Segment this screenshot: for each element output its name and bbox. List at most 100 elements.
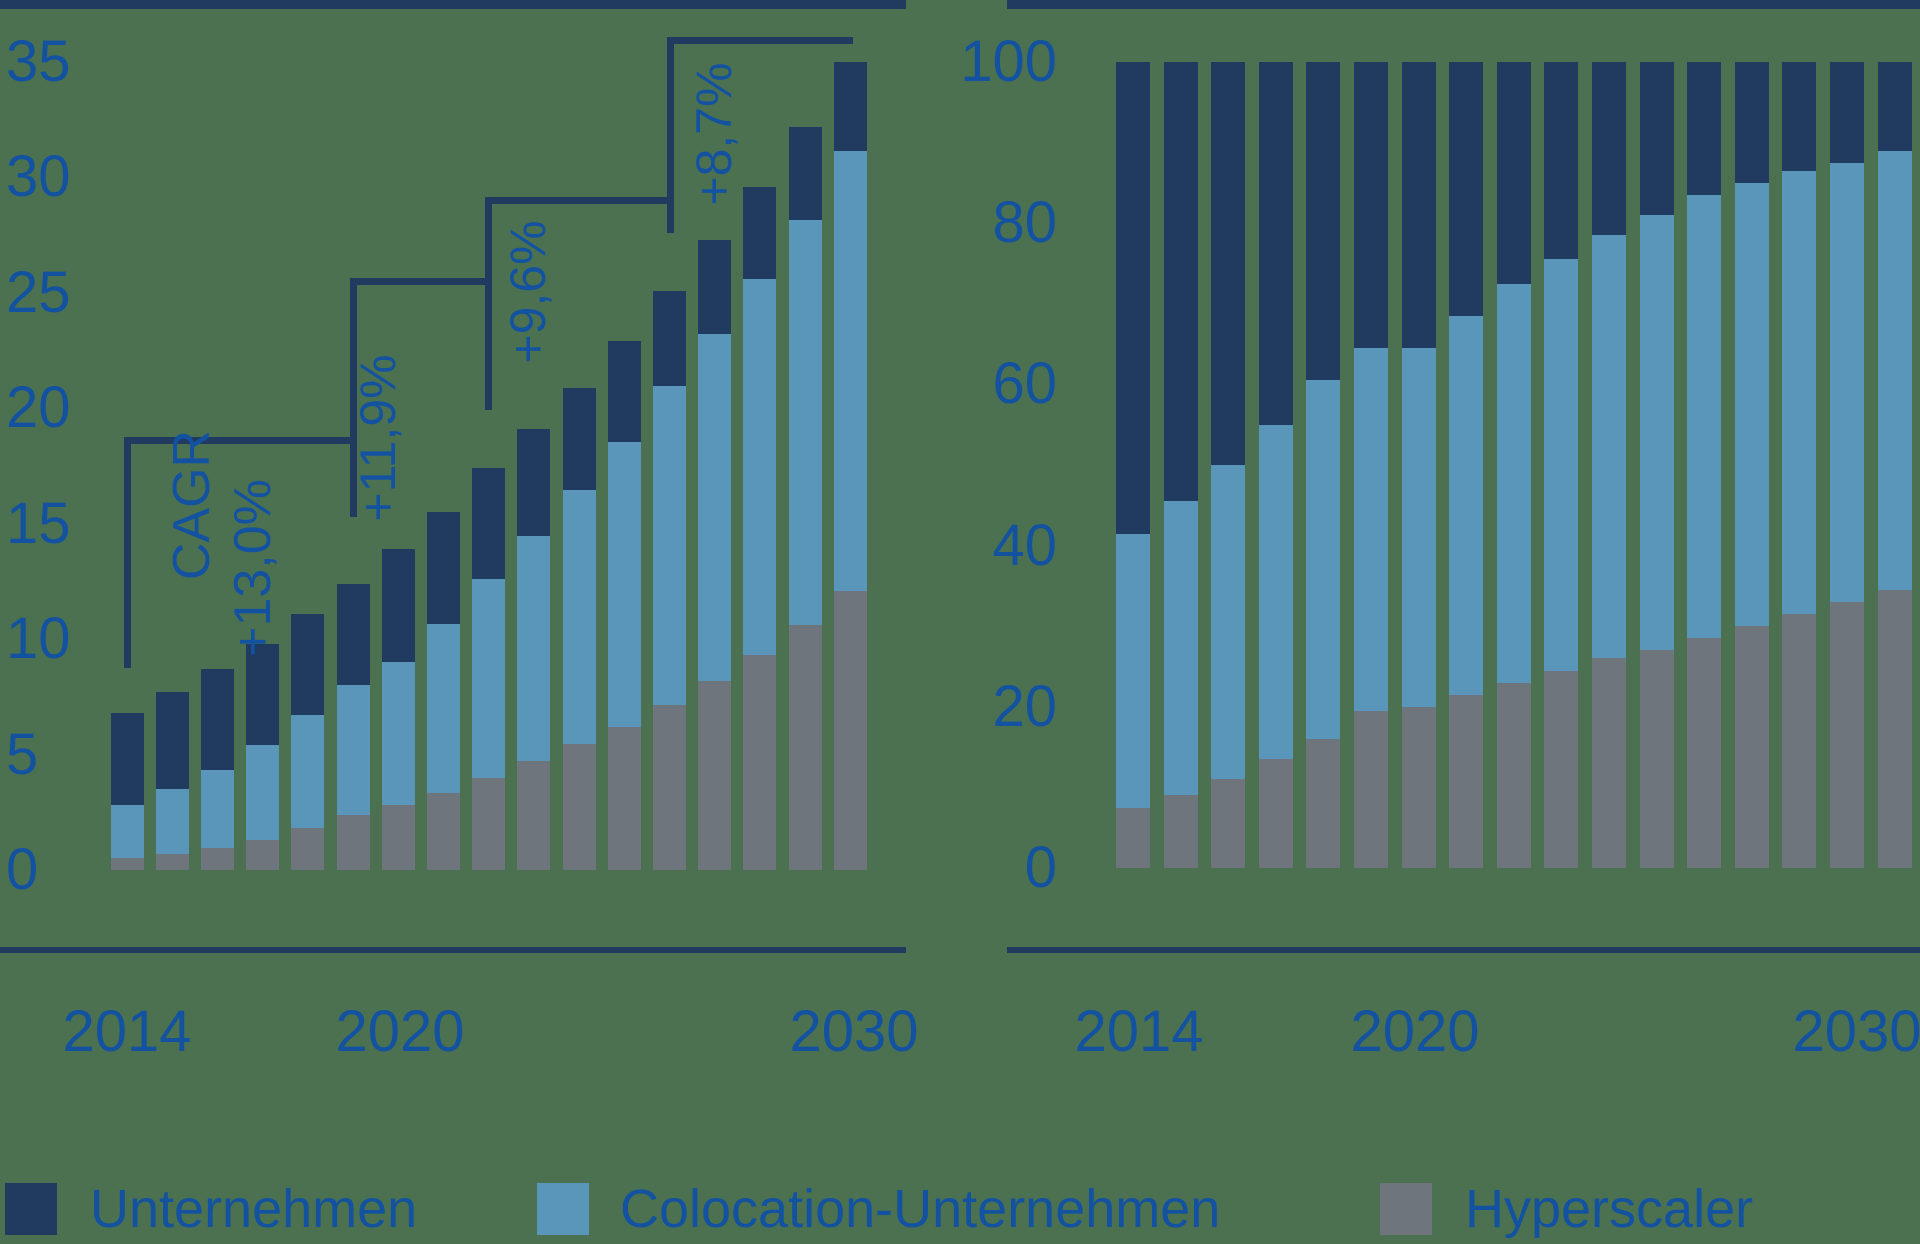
bar-segment-unternehmen-2017: [246, 643, 280, 746]
bar-segment-hyperscaler-2018: [1306, 739, 1341, 868]
y-tick-label-share-percent-80: 80: [992, 190, 1057, 256]
bar-segment-colocation-unternehmen-2021: [1449, 315, 1484, 695]
bar-segment-colocation-unternehmen-2014: [110, 805, 144, 859]
unternehmen-swatch-icon: [5, 1183, 57, 1235]
bar-segment-unternehmen-2020: [1401, 62, 1436, 349]
y-tick-label-absolute-15: 15: [6, 490, 71, 556]
bar-segment-unternehmen-2027: [1734, 62, 1769, 183]
bar-segment-hyperscaler-2023: [517, 761, 551, 870]
legend-label-unternehmen: Unternehmen: [90, 1179, 418, 1239]
bar-segment-colocation-unternehmen-2017: [1258, 424, 1293, 760]
top-border-right-panel: [1007, 0, 1920, 9]
y-tick-label-share-percent-0: 0: [1024, 835, 1057, 900]
bar-segment-colocation-unternehmen-2028: [743, 279, 777, 656]
bar-segment-hyperscaler-2022: [1496, 682, 1531, 868]
bar-segment-colocation-unternehmen-2027: [1734, 182, 1769, 627]
bar-segment-hyperscaler-2027: [1734, 626, 1769, 868]
bar-segment-colocation-unternehmen-2021: [426, 624, 460, 793]
bar-segment-unternehmen-2021: [1449, 62, 1484, 316]
y-tick-label-share-percent-60: 60: [992, 351, 1057, 417]
bar-segment-hyperscaler-2014: [110, 858, 144, 870]
colocation-swatch-icon: [537, 1183, 589, 1235]
bar-segment-hyperscaler-2026: [652, 704, 686, 870]
cagr-bracket-4-hline: [667, 37, 853, 44]
bar-segment-colocation-unternehmen-2016: [1211, 465, 1246, 780]
bar-segment-colocation-unternehmen-2015: [155, 789, 189, 854]
bar-segment-unternehmen-2024: [562, 387, 596, 491]
bar-segment-colocation-unternehmen-2027: [698, 334, 732, 681]
bar-segment-unternehmen-2029: [788, 126, 822, 221]
bar-segment-hyperscaler-2022: [472, 777, 506, 870]
y-tick-label-share-percent-40: 40: [992, 512, 1057, 578]
x-tick-label-share-percent-2020: 2020: [1350, 999, 1480, 1064]
bar-segment-unternehmen-2023: [517, 429, 551, 537]
cagr-junction-2022: [485, 197, 492, 410]
bar-segment-hyperscaler-2029: [788, 625, 822, 870]
bar-segment-unternehmen-2029: [1830, 62, 1864, 163]
y-tick-label-absolute-20: 20: [6, 375, 71, 441]
bar-segment-colocation-unternehmen-2020: [381, 662, 415, 806]
bar-segment-unternehmen-2017: [1258, 62, 1293, 425]
x-tick-label-absolute-2030: 2030: [789, 999, 919, 1064]
legend-label-colocation: Colocation-Unternehmen: [620, 1179, 1221, 1239]
cagr-junction-2019: [350, 278, 357, 517]
cagr-rate-label-3: +9,6%: [500, 220, 556, 364]
bar-segment-unternehmen-2016: [1211, 62, 1246, 465]
bar-segment-unternehmen-2015: [155, 692, 189, 790]
bar-segment-colocation-unternehmen-2029: [788, 220, 822, 626]
x-tick-label-share-percent-2030: 2030: [1792, 999, 1920, 1064]
bar-segment-unternehmen-2025: [607, 341, 641, 442]
y-tick-label-absolute-10: 10: [6, 606, 71, 672]
bar-segment-unternehmen-2014: [1116, 62, 1150, 534]
bar-segment-hyperscaler-2019: [336, 814, 370, 870]
bar-segment-unternehmen-2026: [652, 290, 686, 387]
bar-segment-hyperscaler-2026: [1687, 638, 1722, 868]
legend-item-hyperscaler: Hyperscaler: [1380, 1182, 1753, 1236]
cagr-bracket-1-left-cap: [124, 437, 131, 668]
bar-segment-unternehmen-2024: [1592, 62, 1626, 236]
bar-segment-hyperscaler-2024: [1592, 658, 1626, 868]
bar-segment-colocation-unternehmen-2025: [607, 441, 641, 727]
bar-segment-unternehmen-2020: [381, 549, 415, 663]
bar-segment-hyperscaler-2029: [1830, 602, 1864, 868]
bar-segment-hyperscaler-2028: [743, 655, 777, 870]
bar-segment-colocation-unternehmen-2019: [1354, 348, 1388, 711]
bar-segment-colocation-unternehmen-2030: [833, 150, 867, 591]
bar-segment-colocation-unternehmen-2025: [1639, 215, 1674, 651]
bar-segment-colocation-unternehmen-2029: [1830, 162, 1864, 603]
cagr-bracket-2-hline: [350, 278, 491, 285]
y-tick-label-absolute-5: 5: [6, 721, 39, 787]
bar-segment-colocation-unternehmen-2023: [1544, 259, 1579, 671]
bar-segment-hyperscaler-2023: [1544, 670, 1579, 868]
bar-segment-hyperscaler-2025: [607, 726, 641, 870]
cagr-rate-label-2: +11,9%: [350, 354, 406, 522]
legend-item-unternehmen: Unternehmen: [5, 1182, 417, 1236]
bar-segment-hyperscaler-2024: [562, 744, 596, 870]
bottom-border-left-panel: [0, 947, 906, 953]
cagr-junction-2026: [667, 37, 674, 233]
bar-segment-unternehmen-2021: [426, 512, 460, 625]
bar-segment-colocation-unternehmen-2023: [517, 536, 551, 762]
bar-segment-colocation-unternehmen-2026: [1687, 194, 1722, 639]
y-tick-label-absolute-35: 35: [6, 29, 71, 94]
bar-segment-colocation-unternehmen-2030: [1877, 150, 1912, 590]
bar-segment-colocation-unternehmen-2015: [1163, 501, 1198, 796]
bar-segment-hyperscaler-2019: [1354, 710, 1388, 868]
bar-segment-hyperscaler-2025: [1639, 650, 1674, 868]
bar-segment-unternehmen-2027: [698, 239, 732, 335]
y-tick-label-absolute-30: 30: [6, 144, 71, 210]
bar-segment-hyperscaler-2030: [833, 590, 867, 870]
bar-segment-hyperscaler-2020: [1401, 706, 1436, 868]
bar-segment-unternehmen-2019: [1354, 62, 1388, 349]
bar-segment-colocation-unternehmen-2022: [1496, 283, 1531, 683]
bar-segment-hyperscaler-2015: [155, 853, 189, 870]
bar-segment-colocation-unternehmen-2022: [472, 579, 506, 778]
cagr-bracket-1-hline: [124, 437, 356, 444]
bar-segment-colocation-unternehmen-2018: [1306, 380, 1341, 740]
hyperscaler-swatch-icon: [1380, 1183, 1432, 1235]
bar-segment-colocation-unternehmen-2014: [1116, 533, 1150, 808]
bar-segment-unternehmen-2015: [1163, 62, 1198, 502]
bar-segment-unternehmen-2018: [291, 613, 325, 716]
